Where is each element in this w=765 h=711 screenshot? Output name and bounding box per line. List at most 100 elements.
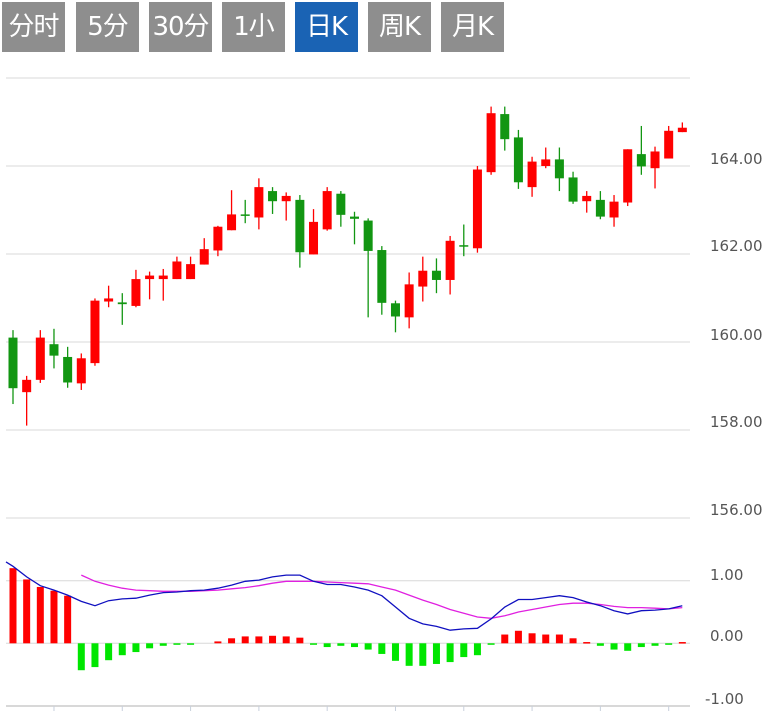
macd-histogram-bar (501, 634, 509, 644)
candle-down (350, 216, 359, 219)
candle-down (377, 250, 387, 303)
price-tick-label: 160.00 (710, 326, 763, 344)
candle-up (145, 275, 155, 280)
macd-histogram-bar (9, 568, 17, 644)
candle-up (35, 337, 45, 380)
macd-panel (5, 561, 686, 671)
macd-histogram-bar (146, 643, 154, 649)
macd-histogram-bar (610, 643, 618, 650)
candle-up (650, 151, 660, 169)
macd-histogram-bar (624, 643, 632, 651)
candle-down (431, 270, 441, 280)
tab-1hour[interactable]: 1小时 (222, 2, 285, 92)
tab-5min[interactable]: 5分钟 (76, 2, 139, 92)
macd-histogram-bar (446, 643, 454, 663)
macd-histogram-bar (187, 643, 195, 645)
candle-up (418, 270, 428, 287)
candle-down (117, 302, 127, 305)
macd-histogram-bar (555, 634, 563, 644)
macd-histogram-bar (460, 643, 468, 658)
candle-up (199, 249, 209, 265)
macd-histogram-bar (596, 643, 604, 646)
price-tick-label: 162.00 (710, 237, 763, 255)
candle-up (527, 161, 537, 188)
macd-histogram-bar (473, 643, 481, 656)
candle-down (268, 191, 278, 202)
grid (6, 77, 690, 711)
candle-down (240, 214, 250, 216)
macd-histogram-bar (105, 643, 113, 661)
dea-line (81, 574, 683, 619)
candle-up (213, 226, 223, 251)
macd-histogram-bar (159, 643, 167, 646)
macd-histogram-bar (405, 643, 413, 666)
macd-histogram-bar (651, 643, 659, 646)
macd-histogram-bar (351, 643, 358, 648)
candle-up (664, 130, 674, 159)
candle-up (76, 358, 86, 384)
candle-down (500, 114, 510, 140)
tab-30min[interactable]: 30分钟 (149, 2, 212, 92)
macd-histogram-bar (132, 643, 140, 653)
macd-histogram-bar (364, 643, 372, 650)
candle-down (595, 199, 605, 217)
candlestick-series (8, 106, 687, 426)
candle-up (582, 195, 592, 202)
macd-histogram-bar (50, 590, 58, 644)
candle-up (623, 149, 633, 203)
candle-up (677, 127, 687, 133)
macd-histogram-bar (337, 643, 345, 646)
tab-monthly-k[interactable]: 月K (441, 2, 504, 52)
macd-histogram-bar (637, 643, 645, 648)
macd-histogram-bar (228, 638, 236, 644)
macd-histogram-bar (118, 643, 126, 656)
candle-down (554, 159, 564, 179)
macd-tick-label: -1.00 (705, 690, 744, 708)
candle-up (404, 284, 414, 318)
tab-daily-k[interactable]: 日K (295, 2, 358, 52)
macd-histogram-bar (569, 638, 577, 644)
candle-down (49, 344, 59, 356)
candle-up (309, 221, 319, 255)
macd-histogram-bar (23, 579, 31, 644)
tab-weekly-k[interactable]: 周K (368, 2, 431, 52)
candle-up (158, 275, 168, 280)
price-tick-label: 156.00 (710, 501, 763, 519)
candle-up (254, 187, 264, 218)
macd-histogram-bar (77, 643, 85, 671)
candle-down (8, 337, 18, 389)
candle-down (336, 193, 346, 215)
macd-histogram-bar (665, 643, 673, 645)
candle-down (568, 177, 578, 202)
macd-histogram-bar (419, 643, 427, 666)
candle-up (541, 159, 551, 166)
candle-up (445, 240, 455, 280)
macd-histogram-bar (310, 643, 318, 645)
candle-up (609, 201, 619, 218)
candle-up (281, 195, 291, 202)
candle-down (63, 356, 73, 383)
macd-histogram-bar (241, 636, 249, 644)
candle-up (131, 279, 141, 306)
candle-up (22, 379, 32, 393)
candle-up (104, 298, 114, 302)
macd-histogram-bar (91, 643, 99, 668)
tab-timeshare[interactable]: 分时线 (2, 2, 65, 92)
macd-histogram-bar (391, 643, 399, 661)
macd-histogram-bar (173, 643, 181, 645)
price-tick-label: 164.00 (710, 150, 763, 168)
candle-down (636, 154, 646, 167)
macd-histogram-bar (36, 586, 44, 644)
macd-tick-label: 1.00 (710, 566, 743, 584)
macd-histogram-bar (542, 634, 550, 644)
candle-down (513, 137, 523, 183)
candle-down (295, 199, 305, 253)
candle-up (472, 169, 482, 249)
macd-histogram-bar (64, 595, 72, 644)
macd-histogram-bar (678, 642, 686, 644)
candle-up (486, 113, 496, 173)
macd-tick-label: 0.00 (710, 627, 743, 645)
price-tick-label: 158.00 (710, 413, 763, 431)
macd-histogram-bar (214, 641, 222, 644)
